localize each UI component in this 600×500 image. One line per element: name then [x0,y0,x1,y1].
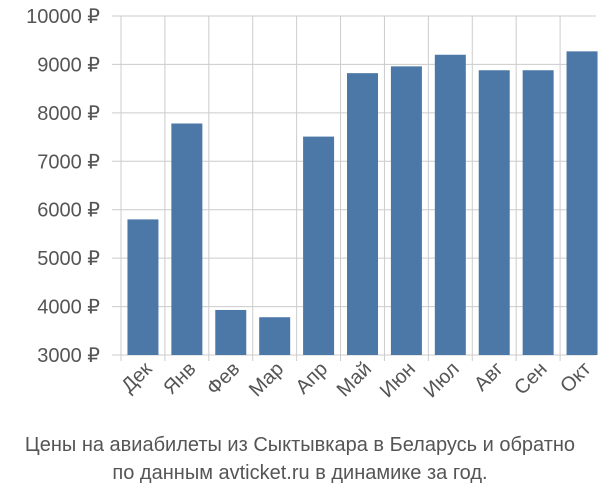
y-axis-tick-labels: 3000 ₽ 4000 ₽ 5000 ₽ 6000 ₽ 7000 ₽ 8000 ₽ 9000… [26,6,100,367]
y-tick-label: 10000 ₽ [26,6,100,28]
y-tick-label: 6000 ₽ [37,200,100,222]
y-tick-label: 5000 ₽ [37,248,100,270]
x-tick-label: Окт [556,358,595,397]
bar-6 [347,73,378,355]
y-tick-label: 8000 ₽ [37,103,100,125]
bar-10 [522,70,554,356]
y-tick-label: 9000 ₽ [37,54,100,76]
bar-3 [215,309,247,355]
x-tick-label: Авг [470,358,508,396]
bar-5 [303,136,335,355]
x-tick-label: Июл [420,358,464,402]
x-axis-tick-labels: Дек Янв Фев Мар Апр Май Июн Июл Авг Сен Окт [117,358,595,402]
x-tick-label: Янв [159,358,200,399]
x-tick-label: Мар [245,358,288,401]
bar-9 [478,70,510,356]
x-tick-label: Июн [376,358,420,402]
y-tick-label: 7000 ₽ [37,151,100,173]
bar-11 [566,51,598,356]
bar-1 [127,219,159,355]
chart-caption-line-2: по данным avticket.ru в динамике за год. [112,462,488,484]
x-tick-label: Апр [292,358,333,399]
bar-7 [390,66,422,355]
bar-2 [171,123,203,355]
bar-chart: 3000 ₽ 4000 ₽ 5000 ₽ 6000 ₽ 7000 ₽ 8000 ₽ 9000… [26,6,598,402]
x-tick-label: Май [333,358,376,401]
x-tick-label: Фев [203,358,245,400]
y-tick-label: 4000 ₽ [37,297,100,319]
bars [127,51,598,356]
bar-4 [259,317,291,355]
x-tick-label: Дек [117,358,156,397]
x-tick-label: Сен [510,358,551,399]
chart-caption-line-1: Цены на авиабилеты из Сыктывкара в Белар… [24,434,576,456]
bar-8 [434,54,466,355]
y-tick-label: 3000 ₽ [37,345,100,367]
